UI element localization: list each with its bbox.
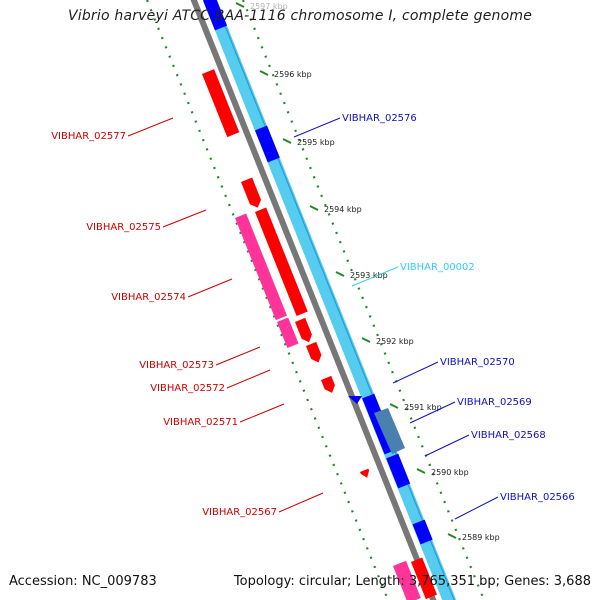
tick-label: 2593 kbp [350,271,388,280]
gene-label: VIBHAR_02570 [440,357,515,368]
label-leader-line [215,346,261,366]
highlight-gene [374,408,405,454]
gene-label: VIBHAR_02573 [139,360,214,371]
gene-label: VIBHAR_00002 [400,262,475,273]
gene-vibhar-02573b [295,317,312,343]
label-leader-line [162,209,207,228]
label-leader-line [187,278,233,298]
gene-vibhar-02571 [321,375,335,393]
forward-gene-segment [386,453,411,489]
tick-mark [447,533,457,539]
label-leader-line [226,369,271,389]
gene-labels: VIBHAR_02576 VIBHAR_00002 VIBHAR_02570 VIBH… [51,113,575,520]
gene-label: VIBHAR_02572 [150,383,225,394]
gene-vibhar-02571-shape [321,375,335,393]
gene-vibhar-02574 [235,213,287,321]
gene-vibhar-02575a-shape [241,177,262,208]
label-leader-line [239,403,285,423]
gene-vibhar-02573-shape [277,317,299,348]
kbp-ticks: 2597 kbp 2596 kbp 2595 kbp 2594 kbp 2593 kbp… [235,2,500,542]
map-title: Vibrio harveyi ATCC BAA-1116 chromosome … [67,8,533,24]
tick-label: 2594 kbp [324,205,362,214]
tick-label: 2591 kbp [404,403,442,412]
accession-text: Accession: NC_009783 [9,574,157,589]
gene-label: VIBHAR_02576 [342,113,417,124]
label-leader-line [424,434,470,457]
gene-bottom-pink [393,560,421,600]
forward-gene-segment [202,0,228,31]
gene-bottom-pink-shape [393,560,421,600]
gene-vibhar-02572 [306,341,322,363]
gene-vibhar-02575b [255,207,308,316]
forward-gene-arrow [348,396,362,404]
gene-vibhar-02573 [277,317,299,348]
tick-label: 2592 kbp [376,337,414,346]
tick-label: 2596 kbp [274,70,312,79]
label-leader-line [454,496,499,520]
genome-summary-text: Topology: circular; Length: 3,765,351 bp… [233,574,591,589]
label-leader-line [392,361,439,384]
label-leader-line [409,401,456,424]
gene-vibhar-02567-shape [360,468,370,478]
gene-bottom-red-shape [411,557,437,600]
forward-gene-segment [254,125,280,163]
tick-label: 2590 kbp [431,468,469,477]
tick-label: 2595 kbp [297,138,335,147]
gene-label: VIBHAR_02569 [457,397,532,408]
gene-vibhar-02575a [241,177,262,208]
tick-mark [282,138,292,144]
gene-label: VIBHAR_02566 [500,492,575,503]
tick-mark [335,271,345,277]
gene-label: VIBHAR_02568 [471,430,546,441]
backbone-gray [190,0,437,600]
gene-label: VIBHAR_02571 [163,417,238,428]
tick-mark [235,2,245,8]
gene-vibhar-02567 [360,468,370,478]
tick-mark [389,403,399,409]
gene-vibhar-02574-shape [235,213,287,321]
backbone-edge [214,0,455,600]
tick-mark [259,70,269,76]
tick-mark [416,468,426,474]
tick-mark [309,205,319,211]
label-leader-line [351,266,399,287]
backbone-cyan [202,0,457,600]
gene-vibhar-02572-shape [306,341,322,363]
tick-label: 2597 kbp [250,2,288,11]
tick-label: 2589 kbp [462,533,500,542]
label-leader-line [278,492,324,513]
gene-vibhar-02577 [202,69,240,138]
gene-bottom-red [411,557,437,600]
gene-label: VIBHAR_02574 [111,292,186,303]
label-leader-line [293,117,341,138]
gene-label: VIBHAR_02577 [51,131,126,142]
gene-vibhar-02575b-shape [255,207,308,316]
tick-mark [361,337,371,343]
gene-label: VIBHAR_02567 [202,507,277,518]
gene-label: VIBHAR_02575 [86,222,161,233]
label-leader-line [127,117,174,137]
gene-vibhar-02577-shape [202,69,240,138]
forward-gene-segment [412,519,433,545]
gene-features [202,69,437,600]
gene-vibhar-02573b-shape [295,317,312,343]
